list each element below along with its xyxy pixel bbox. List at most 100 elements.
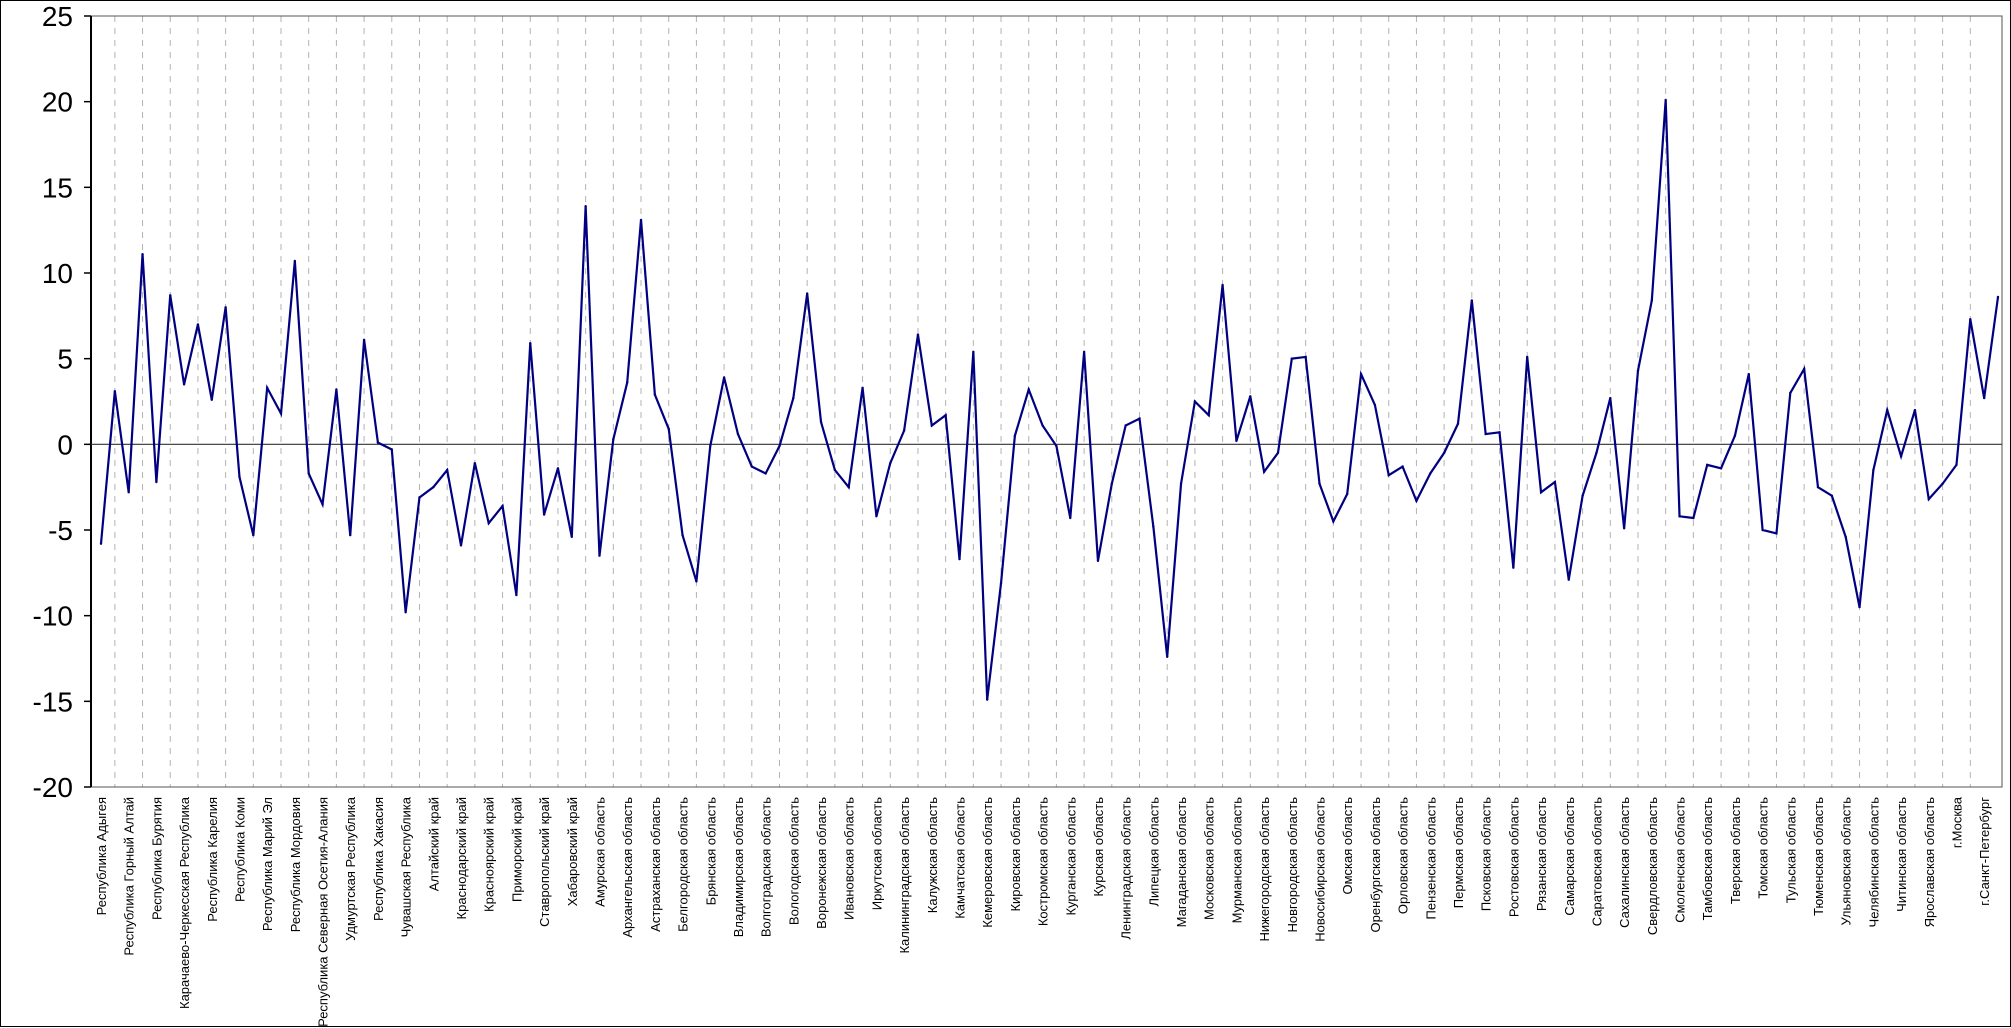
data-point: [972, 350, 975, 354]
data-point: [1082, 350, 1086, 354]
data-point: [889, 461, 892, 465]
data-point: [529, 342, 532, 345]
data-point: [1069, 516, 1072, 520]
data-point: [1636, 369, 1640, 372]
data-point: [1027, 388, 1030, 391]
data-point: [778, 444, 781, 448]
data-point: [238, 475, 241, 479]
data-point: [445, 468, 449, 472]
data-point: [418, 496, 421, 499]
data-point: [1899, 455, 1903, 458]
data-point: [113, 390, 117, 393]
data-point: [1802, 367, 1806, 371]
data-point: [1276, 451, 1280, 455]
data-point: [432, 485, 435, 489]
series-layer: [99, 98, 2000, 701]
data-point: [1553, 480, 1557, 484]
data-point: [875, 515, 878, 518]
data-point: [1415, 499, 1418, 503]
data-point: [1124, 424, 1127, 427]
x-tick-label: Челябинская область: [1866, 797, 1881, 928]
data-point: [1138, 417, 1141, 420]
data-point: [1982, 396, 1986, 400]
data-point: [916, 333, 920, 336]
data-point: [709, 444, 712, 448]
x-tick-label: Ярославская область: [1922, 797, 1937, 928]
data-point: [1332, 520, 1335, 523]
data-point: [1096, 559, 1100, 563]
axes: [84, 15, 2003, 788]
data-point: [1581, 494, 1584, 497]
data-point: [1442, 451, 1446, 455]
data-point: [1110, 482, 1114, 485]
data-point: [1470, 299, 1474, 302]
data-point: [556, 467, 560, 470]
x-tick-label: Брянская область: [703, 797, 718, 906]
data-point: [1221, 283, 1224, 287]
x-tick-label: Вологодская область: [786, 797, 801, 925]
data-point: [1719, 467, 1723, 470]
data-point: [1969, 318, 1972, 321]
y-tick-label: 15: [42, 172, 73, 203]
x-tick-label: Читинская область: [1894, 797, 1909, 912]
data-point: [542, 513, 546, 516]
data-point: [1373, 403, 1377, 407]
x-tick-label: Алтайский край: [426, 797, 441, 891]
data-point: [667, 427, 670, 431]
y-tick-labels: -20 -15 -10 -5 0 5 10 15 20 25: [33, 1, 73, 803]
x-tick-label: Ростовская область: [1506, 797, 1521, 917]
x-tick-label: Новосибирская область: [1313, 797, 1328, 942]
x-tick-label: Архангельская область: [620, 797, 635, 938]
data-point: [598, 554, 601, 557]
y-tick-label: 20: [42, 87, 73, 118]
data-point: [459, 544, 463, 547]
data-point: [944, 414, 947, 417]
data-point: [362, 338, 366, 342]
data-point: [293, 259, 297, 263]
x-tick-label: Ставропольский край: [537, 797, 552, 927]
y-tick-label: 10: [42, 258, 73, 289]
data-point: [1816, 485, 1820, 489]
plot-area: [90, 15, 2003, 788]
x-tick-label: Республика Горный Алтай: [122, 797, 137, 956]
data-point: [1858, 605, 1861, 609]
data-point: [1539, 491, 1543, 494]
data-point: [1262, 470, 1266, 473]
data-point: [1761, 528, 1764, 532]
x-tick-label: Калужская область: [925, 797, 940, 913]
x-tick-label: Калининградская область: [897, 797, 912, 954]
x-tick-label: Тульская область: [1783, 797, 1798, 903]
x-tick-label: Оренбургская область: [1368, 797, 1383, 933]
x-tick-label: Красноярский край: [482, 797, 497, 912]
data-point: [1512, 566, 1515, 569]
grid-lines: [114, 16, 1971, 787]
x-tick-label: Кемеровская область: [980, 797, 995, 928]
data-point: [473, 461, 477, 465]
x-tick-label: Кировская область: [1008, 797, 1023, 912]
data-point: [335, 388, 338, 391]
x-tick-label: Тверская область: [1728, 797, 1743, 904]
data-point: [1927, 497, 1930, 501]
x-tick-label: Свердловская область: [1645, 797, 1660, 935]
data-point: [805, 292, 809, 295]
data-point: [404, 611, 407, 614]
x-tick-label: Ивановская область: [842, 797, 857, 920]
data-point: [584, 204, 587, 208]
data-point: [1207, 414, 1210, 417]
data-point: [169, 294, 172, 297]
x-tick-label: Иркутская область: [869, 797, 884, 910]
data-point: [349, 533, 352, 537]
data-point: [625, 381, 629, 384]
x-tick-label: Краснодарский край: [454, 797, 469, 919]
data-point: [1249, 395, 1252, 398]
data-point: [1775, 532, 1778, 535]
x-tick-label: Ульяновская область: [1839, 797, 1854, 926]
data-point: [847, 485, 850, 489]
x-tick-label: г.Москва: [1949, 796, 1964, 848]
data-point: [1166, 655, 1169, 658]
data-point: [1996, 295, 2000, 299]
x-tick-label: Пензенская область: [1423, 797, 1438, 920]
data-point: [930, 424, 933, 427]
data-point: [1664, 98, 1667, 102]
